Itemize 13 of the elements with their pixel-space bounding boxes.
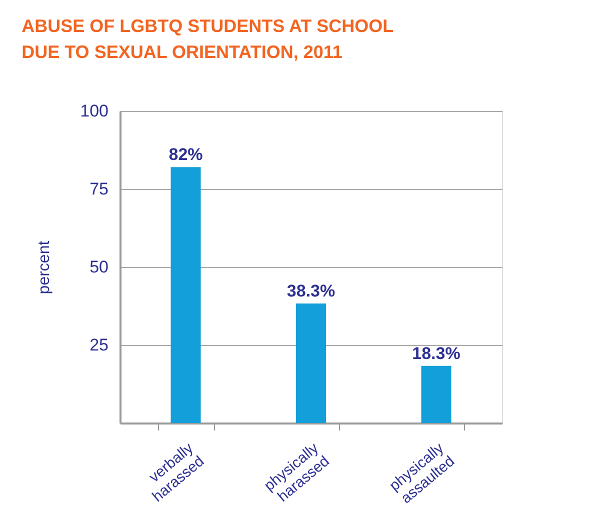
bar	[170, 167, 201, 423]
data-label: 38.3%	[286, 282, 336, 301]
y-axis-title: percent	[36, 240, 54, 294]
data-label: 18.3%	[412, 344, 460, 363]
bar	[421, 366, 452, 423]
y-tick-label: 75	[90, 180, 108, 198]
y-tick-label: 25	[90, 336, 108, 354]
text: ABUSE OF LGBTQ STUDENTS AT SCHOOL	[22, 16, 394, 36]
y-tick-label: 100	[80, 102, 108, 120]
data-label: 82%	[168, 145, 203, 164]
bar	[296, 304, 326, 423]
text: DUE TO SEXUAL ORIENTATION, 2011	[22, 42, 342, 62]
y-tick-label: 50	[90, 258, 108, 276]
